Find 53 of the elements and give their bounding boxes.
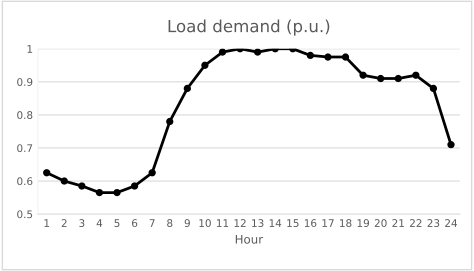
y-tick-label: 0.9 — [17, 78, 32, 86]
point — [201, 62, 209, 69]
x-tick-label: 4 — [96, 219, 102, 227]
x-tick-label: 5 — [114, 219, 120, 228]
point — [60, 177, 68, 185]
point — [342, 53, 350, 61]
point — [447, 141, 455, 148]
y-tick-label: 0.6 — [17, 177, 32, 186]
x-axis-title: Hour — [236, 234, 264, 244]
x-tick-label: 8 — [167, 219, 172, 228]
point — [412, 72, 420, 79]
y-tick-label: 0.5 — [17, 210, 32, 218]
point — [184, 84, 191, 92]
x-tick-label: 15 — [287, 219, 299, 228]
point — [359, 72, 367, 79]
x-tick-label: 17 — [322, 219, 334, 227]
chart-title: Load demand (p.u.) — [168, 19, 330, 36]
y-tick-label: 0.8 — [17, 111, 32, 120]
x-tick-label: 3 — [79, 219, 84, 228]
y-tick-label: 1 — [28, 45, 32, 53]
point — [430, 84, 438, 92]
point — [148, 169, 156, 176]
point — [43, 169, 50, 176]
x-tick-label: 14 — [270, 219, 282, 227]
point — [166, 118, 174, 126]
point — [324, 53, 332, 61]
x-tick-label: 13 — [252, 219, 264, 228]
point — [96, 188, 104, 196]
x-tick-label: 24 — [445, 219, 458, 227]
x-tick-label: 23 — [428, 219, 440, 228]
x-tick-label: 11 — [217, 219, 228, 227]
x-tick-label: 18 — [340, 219, 352, 228]
x-tick-label: 20 — [374, 219, 387, 228]
point — [306, 52, 314, 60]
x-tick-label: 1 — [44, 219, 50, 227]
x-tick-label: 7 — [150, 219, 155, 227]
point — [254, 48, 262, 56]
x-tick-label: 9 — [184, 219, 190, 228]
x-tick-label: 12 — [234, 219, 246, 227]
point — [130, 182, 138, 190]
x-tick-label: 2 — [62, 219, 67, 227]
point — [78, 182, 86, 190]
point — [394, 74, 402, 82]
x-tick-label: 22 — [410, 219, 422, 227]
x-tick-label: 19 — [358, 219, 369, 228]
x-tick-label: 16 — [304, 219, 316, 228]
point — [377, 74, 384, 82]
y-tick-label: 0.7 — [17, 144, 32, 152]
x-tick-label: 21 — [392, 219, 404, 227]
x-tick-label: 10 — [199, 219, 211, 228]
point — [113, 188, 121, 196]
point — [218, 48, 226, 56]
x-tick-label: 6 — [132, 219, 138, 228]
